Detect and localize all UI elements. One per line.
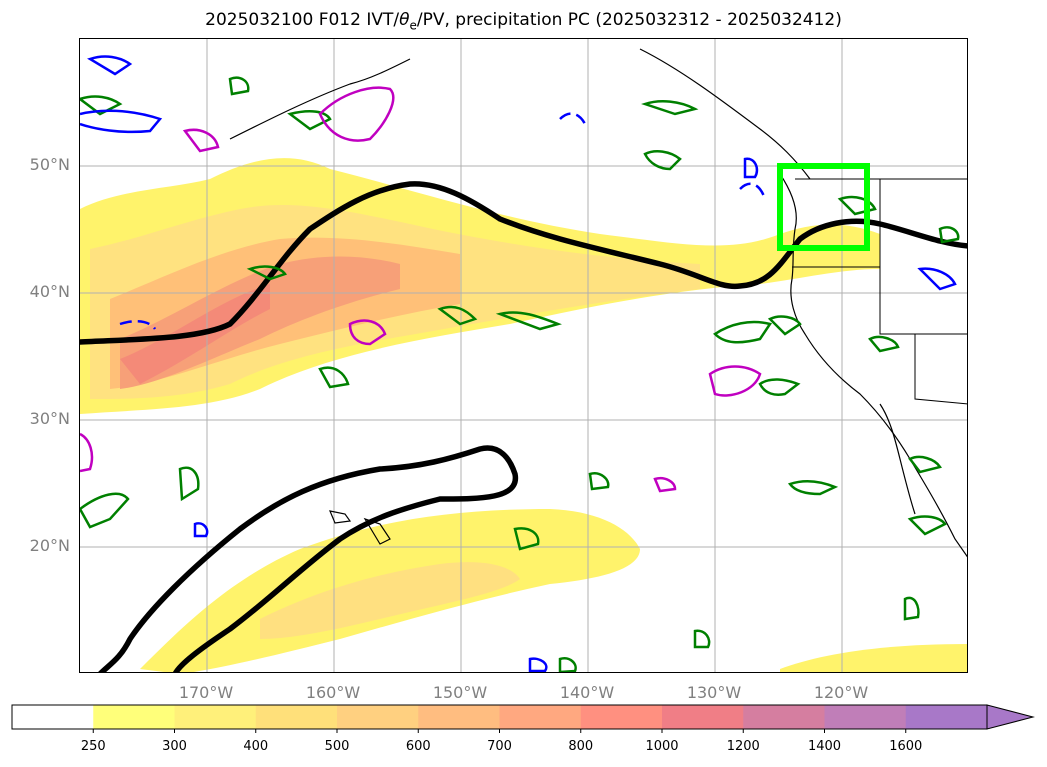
- lon-label: 120°W: [813, 683, 869, 702]
- colorbar-tick-label: 1400: [807, 739, 842, 754]
- colorbar: [11, 704, 1035, 733]
- colorbar-tick-label: 700: [487, 739, 512, 754]
- lat-label: 50°N: [29, 155, 70, 174]
- lon-label: 130°W: [686, 683, 742, 702]
- colorbar-segment: [743, 705, 825, 729]
- map-panel: [79, 38, 968, 673]
- colorbar-tick-label: 300: [162, 739, 187, 754]
- colorbar-tick-label: 1200: [726, 739, 760, 754]
- colorbar-segment: [580, 705, 663, 729]
- map-canvas: [80, 39, 967, 672]
- map-title: 2025032100 F012 IVT/θe/PV, precipitation…: [205, 10, 842, 33]
- lat-label: 20°N: [29, 536, 70, 555]
- colorbar-tick-label: 800: [568, 739, 594, 754]
- ivt-shading: [80, 158, 967, 672]
- region-highlight-box: [777, 163, 870, 251]
- lon-label: 160°W: [305, 683, 361, 702]
- colorbar-segment: [418, 705, 500, 729]
- lon-label: 170°W: [178, 683, 234, 702]
- colorbar-tick-label: 250: [80, 739, 106, 754]
- lat-label: 30°N: [29, 409, 70, 428]
- magenta-contours: [80, 86, 762, 493]
- colorbar-tick-label: 500: [324, 739, 350, 754]
- political-borders: [792, 178, 967, 405]
- blue-contours: [80, 55, 957, 672]
- lat-label: 40°N: [29, 282, 70, 301]
- colorbar-segment: [337, 705, 419, 729]
- green-contours: [80, 76, 960, 672]
- colorbar-tick-label: 1600: [889, 739, 923, 754]
- colorbar-extend-arrow: [986, 704, 1035, 730]
- colorbar-segment: [255, 705, 338, 729]
- pv-contours: [80, 181, 967, 672]
- colorbar-segment: [12, 705, 94, 729]
- colorbar-tick-label: 400: [243, 739, 269, 754]
- colorbar-segment: [824, 705, 907, 729]
- colorbar-tick-label: 1000: [645, 739, 679, 754]
- lon-label: 140°W: [559, 683, 615, 702]
- lon-label: 150°W: [432, 683, 488, 702]
- colorbar-segment: [905, 705, 988, 729]
- colorbar-segment: [662, 705, 744, 729]
- colorbar-tick-label: 600: [405, 739, 431, 754]
- colorbar-segment: [174, 705, 257, 729]
- colorbar-segment: [93, 705, 175, 729]
- colorbar-segment: [499, 705, 582, 729]
